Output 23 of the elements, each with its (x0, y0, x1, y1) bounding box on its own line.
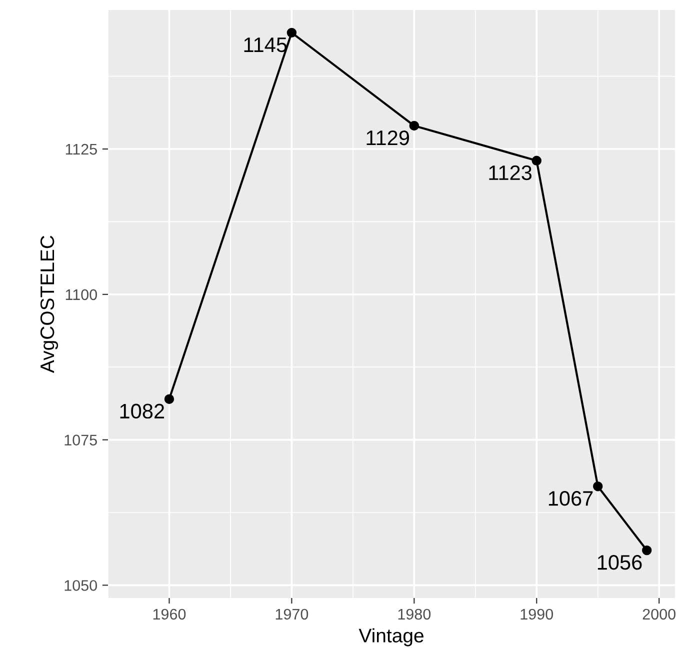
point (592, 481, 603, 492)
y-tick-label: 1075 (64, 434, 97, 446)
data-label: 1067 (548, 491, 593, 506)
data-label: 1056 (598, 555, 642, 570)
x-axis-title: Vintage (358, 628, 424, 646)
point (286, 28, 297, 38)
point (409, 120, 420, 131)
x-tick-label: 1980 (398, 608, 431, 620)
x-tick-label: 1990 (520, 608, 554, 620)
data-label: 1082 (120, 404, 164, 419)
data-label: 1145 (244, 38, 287, 52)
y-tick-label: 1050 (64, 580, 97, 591)
x-tick-label: 1960 (153, 608, 186, 620)
x-tick-label: 2000 (642, 608, 676, 620)
x-tick-label: 1970 (276, 608, 308, 620)
y-tick-label: 1125 (66, 144, 97, 155)
data-label: 1123 (489, 165, 532, 180)
y-axis-title: AvgCOSTELEC (40, 236, 58, 373)
data-label: 1129 (366, 130, 410, 146)
y-tick-label: 1100 (66, 289, 97, 300)
point (642, 545, 652, 556)
point (164, 394, 174, 404)
point (532, 156, 542, 166)
